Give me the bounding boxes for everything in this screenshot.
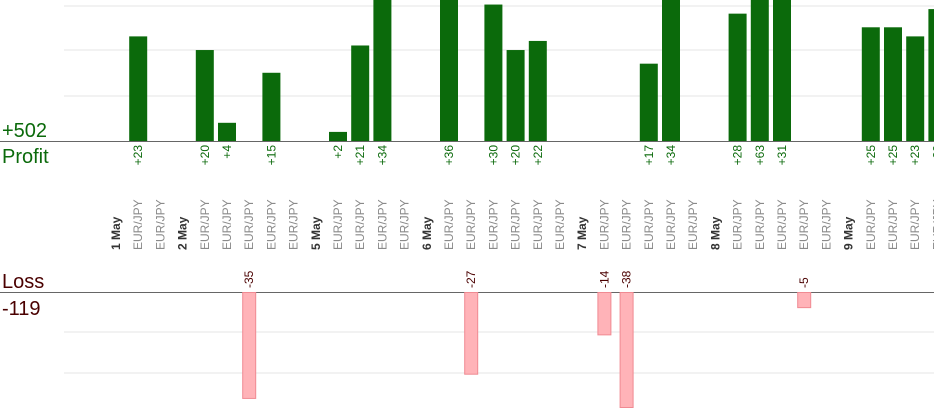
x-axis-labels: 1 May 2 May 5 May 6 May 7 May 8 May 9 May EUR/J… (109, 199, 934, 250)
pair-label: EUR/JPY (442, 199, 456, 250)
profit-bar (262, 72, 281, 141)
pair-label: EUR/JPY (531, 199, 545, 250)
loss-label: Loss (2, 271, 44, 293)
bar-labels: +23 +20 +4 -35 +15 +2 +21 +34 +36 -27 +30 +20 +22 -14… (131, 145, 934, 288)
profit-value-label: +15 (264, 145, 278, 166)
pair-label: EUR/JPY (398, 199, 412, 250)
day-label: 5 May (309, 216, 323, 250)
pair-label: EUR/JPY (509, 199, 523, 250)
profit-value-label: +21 (353, 145, 367, 166)
profit-value-label: +34 (375, 145, 389, 166)
loss-value-label: -38 (620, 270, 634, 288)
profit-value-label: +25 (864, 145, 878, 166)
pair-label: EUR/JPY (153, 199, 167, 250)
profit-bar (861, 27, 880, 142)
profit-value-label: +31 (775, 145, 789, 166)
pair-label: EUR/JPY (797, 199, 811, 250)
profit-bar (773, 0, 791, 141)
day-label: 9 May (842, 216, 856, 250)
pair-label: EUR/JPY (353, 199, 367, 250)
profit-value-label: +28 (731, 145, 745, 166)
profit-bar (195, 50, 214, 141)
profit-value-label: +29 (930, 145, 934, 166)
pair-label: EUR/JPY (775, 199, 789, 250)
profit-bar (528, 40, 547, 141)
pair-label: EUR/JPY (686, 199, 700, 250)
pair-label: EUR/JPY (930, 199, 934, 250)
pair-label: EUR/JPY (242, 199, 256, 250)
profit-bar (662, 0, 680, 141)
profit-bar (218, 122, 236, 141)
profit-total: +502 (2, 120, 47, 142)
loss-bar (797, 292, 812, 309)
profit-bar (440, 0, 458, 141)
profit-bar (506, 50, 525, 141)
day-label: 6 May (420, 216, 434, 250)
pair-label: EUR/JPY (486, 199, 500, 250)
profit-value-label: +23 (908, 145, 922, 166)
pair-label: EUR/JPY (620, 199, 634, 250)
pair-label: EUR/JPY (464, 199, 478, 250)
day-label: 2 May (176, 216, 190, 250)
pair-label: EUR/JPY (553, 199, 567, 250)
day-label: 1 May (109, 216, 123, 250)
profit-value-label: +30 (486, 145, 500, 166)
profit-value-label: +17 (642, 145, 656, 166)
pair-label: EUR/JPY (220, 199, 234, 250)
pair-label: EUR/JPY (731, 199, 745, 250)
loss-bar (242, 292, 257, 399)
pair-label: EUR/JPY (664, 199, 678, 250)
profit-value-label: +23 (131, 145, 145, 166)
profit-value-label: +20 (198, 145, 212, 166)
loss-value-label: -35 (242, 270, 256, 288)
loss-bar (597, 292, 612, 336)
loss-total: -119 (2, 298, 41, 320)
profit-value-label: +36 (442, 145, 456, 166)
profit-bar (928, 9, 934, 142)
profit-bar (129, 36, 148, 141)
profit-bar (351, 45, 370, 141)
profit-value-label: +63 (753, 145, 767, 166)
profit-bar (484, 4, 503, 142)
day-label: 7 May (575, 216, 589, 250)
pair-label: EUR/JPY (287, 199, 301, 250)
profit-bar (329, 131, 347, 141)
profit-value-label: +20 (509, 145, 523, 166)
pair-label: EUR/JPY (375, 199, 389, 250)
profit-value-label: +22 (531, 145, 545, 166)
loss-bar (464, 292, 479, 375)
pair-label: EUR/JPY (864, 199, 878, 250)
pair-label: EUR/JPY (886, 199, 900, 250)
profit-bar (728, 13, 747, 141)
pair-label: EUR/JPY (331, 199, 345, 250)
day-label: 8 May (708, 216, 722, 250)
profit-bar (639, 63, 658, 142)
loss-bar (619, 292, 634, 408)
pair-label: EUR/JPY (264, 199, 278, 250)
bars (129, 0, 934, 408)
profit-value-label: +2 (331, 145, 345, 159)
profit-bar (750, 0, 769, 141)
pair-label: EUR/JPY (597, 199, 611, 250)
loss-value-label: -14 (597, 270, 611, 288)
profit-value-label: +34 (664, 145, 678, 166)
pair-label: EUR/JPY (642, 199, 656, 250)
loss-value-label: -27 (464, 270, 478, 288)
pair-label: EUR/JPY (908, 199, 922, 250)
pair-label: EUR/JPY (753, 199, 767, 250)
profit-value-label: +25 (886, 145, 900, 166)
pair-label: EUR/JPY (819, 199, 833, 250)
profit-bar (373, 0, 392, 141)
pair-label: EUR/JPY (198, 199, 212, 250)
profit-label: Profit (2, 146, 49, 168)
profit-value-label: +4 (220, 145, 234, 159)
profit-bar (906, 36, 925, 141)
pair-label: EUR/JPY (131, 199, 145, 250)
profit-bar (884, 27, 902, 142)
loss-value-label: -5 (797, 277, 811, 288)
